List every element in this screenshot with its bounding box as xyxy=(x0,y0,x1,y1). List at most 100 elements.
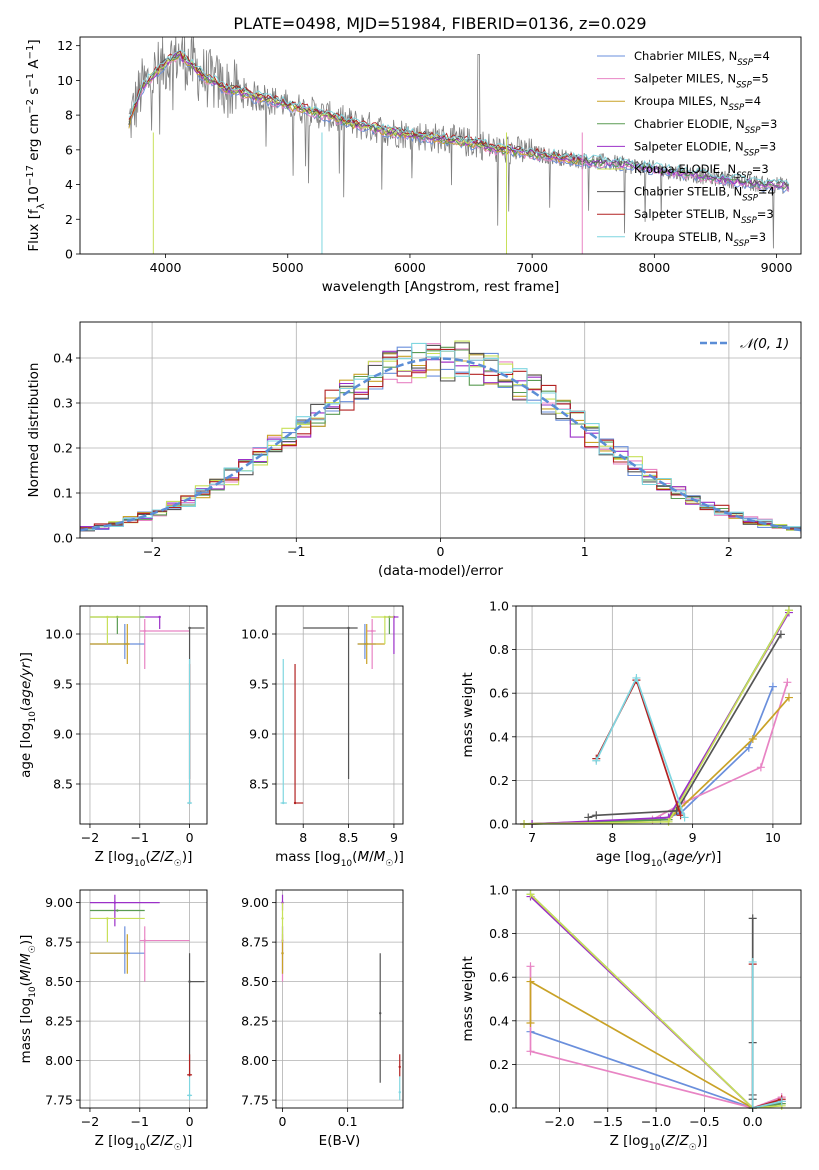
spectrum-model-8 xyxy=(128,49,790,185)
series-marker xyxy=(664,817,673,826)
data-point xyxy=(188,1073,191,1077)
panel-spectrum: 4000 5000 6000 7000 8000 9000 0 2 4 6 8 10 12 wavelen… xyxy=(25,36,802,295)
x-tick-label: 8 xyxy=(608,830,616,845)
y-axis-label: age [log10(age/yr)] xyxy=(18,652,38,778)
series-line-5 xyxy=(523,609,790,825)
y-tick-label: 0 xyxy=(65,247,73,262)
x-axis-label: mass [log10(M/M☉)] xyxy=(275,849,404,869)
y-tick-label: 1.0 xyxy=(489,599,509,614)
panel-mass_vs_Z: −2 −1 0 7.75 8.00 8.25 8.50 8.75 9.00 Z [log10(Z/… xyxy=(18,889,208,1153)
x-axis-label: Z [log10(Z/Z☉)] xyxy=(95,849,193,869)
y-tick-label: 0.0 xyxy=(489,1101,509,1116)
y-tick-label: 0.3 xyxy=(53,396,73,411)
data-point xyxy=(188,626,191,630)
series-marker xyxy=(748,734,757,743)
series-marker xyxy=(584,813,593,822)
data-point xyxy=(398,1065,401,1069)
series-line-6 xyxy=(588,633,782,819)
legend-entry: Chabrier STELIB, NSSP=4 xyxy=(634,185,775,204)
axes-frame xyxy=(275,889,404,1109)
x-tick-label: −2 xyxy=(81,1114,99,1129)
series-line-8 xyxy=(751,961,782,1110)
series-marker xyxy=(783,678,792,687)
x-tick-label: 8.5 xyxy=(339,830,359,845)
plot-area-age_vs_Z xyxy=(89,615,205,805)
data-point xyxy=(113,901,117,904)
x-tick-label: 7000 xyxy=(516,260,548,275)
legend-entry: Kroupa ELODIE, NSSP=3 xyxy=(634,162,769,181)
y-tick-label: 8.00 xyxy=(45,1053,73,1068)
data-point xyxy=(143,629,146,633)
x-tick-label: 0.0 xyxy=(743,1114,763,1129)
y-axis-label: Normed distribution xyxy=(26,363,42,498)
y-tick-label: 8 xyxy=(65,108,73,123)
y-tick-label: 7.75 xyxy=(45,1093,73,1108)
x-tick-label: −1.0 xyxy=(641,1114,671,1129)
y-tick-label: 2 xyxy=(65,212,73,227)
x-tick-label: 0.1 xyxy=(338,1114,358,1129)
series-marker xyxy=(756,763,765,772)
x-tick-label: 8 xyxy=(299,830,307,845)
data-point xyxy=(126,642,129,646)
y-tick-label: 9.0 xyxy=(53,727,73,742)
x-tick-label: −2 xyxy=(81,830,99,845)
data-point xyxy=(188,801,191,805)
x-tick-label: 0 xyxy=(279,1114,287,1129)
y-tick-label: 7.75 xyxy=(241,1093,269,1108)
plot-area-age_vs_mass xyxy=(280,615,399,805)
series-marker xyxy=(592,756,601,765)
residuals-plot xyxy=(80,340,801,535)
y-tick-label: 0.2 xyxy=(489,773,509,788)
data-point xyxy=(347,626,350,630)
axes-frame xyxy=(515,605,802,825)
series-marker xyxy=(784,606,793,615)
y-tick-label: 0.4 xyxy=(489,1013,509,1028)
panel-age_vs_mass: 8 8.5 9 8.5 9.0 9.5 10.0 mass [log10(M/M☉)] xyxy=(241,605,404,869)
x-tick-label: 0 xyxy=(186,830,194,845)
data-point xyxy=(106,615,109,619)
axes-frame xyxy=(79,605,208,825)
x-tick-label: −1 xyxy=(131,830,149,845)
x-axis-label: Z [log10(Z/Z☉)] xyxy=(610,1133,708,1153)
x-tick-label: 5000 xyxy=(272,260,304,275)
y-tick-label: 9.5 xyxy=(249,677,269,692)
y-tick-label: 0.6 xyxy=(489,970,509,985)
series-line-8 xyxy=(595,675,686,818)
plot-area-massweight_vs_age xyxy=(520,606,793,828)
y-tick-label: 0.4 xyxy=(489,729,509,744)
panel-massweight_vs_age: 7 8 9 10 0.0 0.2 0.4 0.6 0.8 1.0 age [log10(age/yr… xyxy=(460,599,802,869)
series-line-7 xyxy=(751,964,782,1110)
y-tick-label: 6 xyxy=(65,142,73,157)
panel-mass_vs_ebv: 0 0.1 7.75 8.00 8.25 8.50 8.75 9.00 E(B-V) xyxy=(241,889,404,1149)
x-tick-label: 1 xyxy=(581,544,589,559)
legend-entry: 𝒩(0, 1) xyxy=(740,336,789,352)
x-tick-label: 9000 xyxy=(761,260,793,275)
series-marker xyxy=(776,630,785,639)
data-point xyxy=(188,980,191,983)
series-line-3 xyxy=(532,609,790,825)
x-tick-label: 9 xyxy=(390,830,398,845)
panel-age_vs_Z: −2 −1 0 8.5 9.0 9.5 10.0 Z [log10(Z/Z☉)] age [lo… xyxy=(18,605,208,869)
y-tick-label: 8.75 xyxy=(45,935,73,950)
data-point xyxy=(281,917,284,920)
axes-frame xyxy=(275,605,404,825)
series-line-2 xyxy=(523,697,790,825)
series-marker xyxy=(748,914,757,923)
axes-frame xyxy=(515,889,802,1109)
x-axis-label: age [log10(age/yr)] xyxy=(596,849,722,869)
x-tick-label: 4000 xyxy=(150,260,182,275)
series-marker xyxy=(768,682,777,691)
normal-curve xyxy=(80,357,801,532)
y-tick-label: 9.00 xyxy=(45,895,73,910)
data-point xyxy=(383,615,387,619)
x-tick-label: 10 xyxy=(765,830,781,845)
series-line-7 xyxy=(595,677,682,816)
x-tick-label: 0 xyxy=(437,544,445,559)
panel-massweight_vs_Z: −2.0 −1.5 −1.0 −0.5 0.0 0.0 0.2 0.4 0.6 0.8 1.0 Z [… xyxy=(460,883,802,1153)
series-marker xyxy=(526,1047,535,1056)
y-tick-label: 9.0 xyxy=(249,727,269,742)
spectrum-model-6 xyxy=(128,50,789,186)
y-tick-label: 8.5 xyxy=(53,777,73,792)
y-tick-label: 8.00 xyxy=(241,1053,269,1068)
